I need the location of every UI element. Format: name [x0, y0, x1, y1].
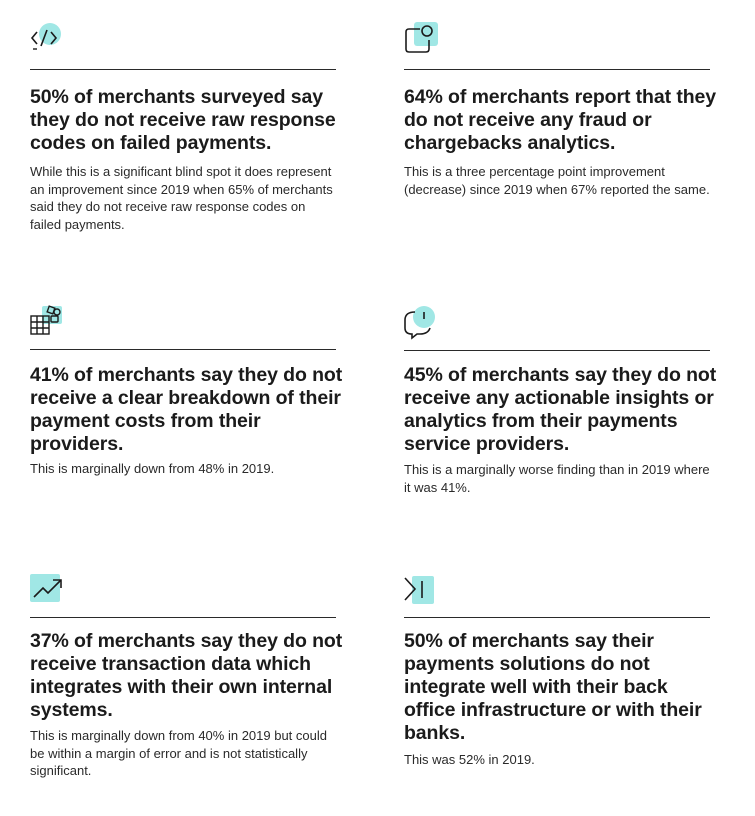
stat-description: This is a three percentage point improve… [404, 164, 710, 197]
stat-headline: 45% of merchants say they do not receive… [404, 364, 717, 455]
stat-headline: 64% of merchants report that they do not… [404, 86, 717, 154]
code-icon [28, 18, 68, 58]
divider [404, 69, 710, 70]
stat-headline: 37% of merchants say they do not receive… [30, 630, 343, 721]
notification-window-icon [402, 18, 442, 58]
stat-description: This is marginally down from 40% in 2019… [30, 728, 327, 778]
arrow-to-bar-icon [402, 568, 442, 608]
stat-headline: 50% of merchants surveyed say they do no… [30, 86, 336, 154]
stat-headline: 41% of merchants say they do not receive… [30, 364, 343, 455]
grid-shapes-icon [28, 302, 68, 342]
stat-headline: 50% of merchants say their payments solu… [404, 630, 702, 744]
stat-description: While this is a significant blind spot i… [30, 164, 333, 232]
divider [404, 350, 710, 351]
divider [30, 69, 336, 70]
divider [30, 617, 336, 618]
speech-bubble-alert-icon [402, 302, 442, 342]
trend-up-icon [28, 568, 68, 608]
stat-description: This was 52% in 2019. [404, 752, 535, 767]
stat-description: This is a marginally worse finding than … [404, 462, 710, 495]
divider [30, 349, 336, 350]
stat-description: This is marginally down from 48% in 2019… [30, 461, 275, 476]
divider [404, 617, 710, 618]
